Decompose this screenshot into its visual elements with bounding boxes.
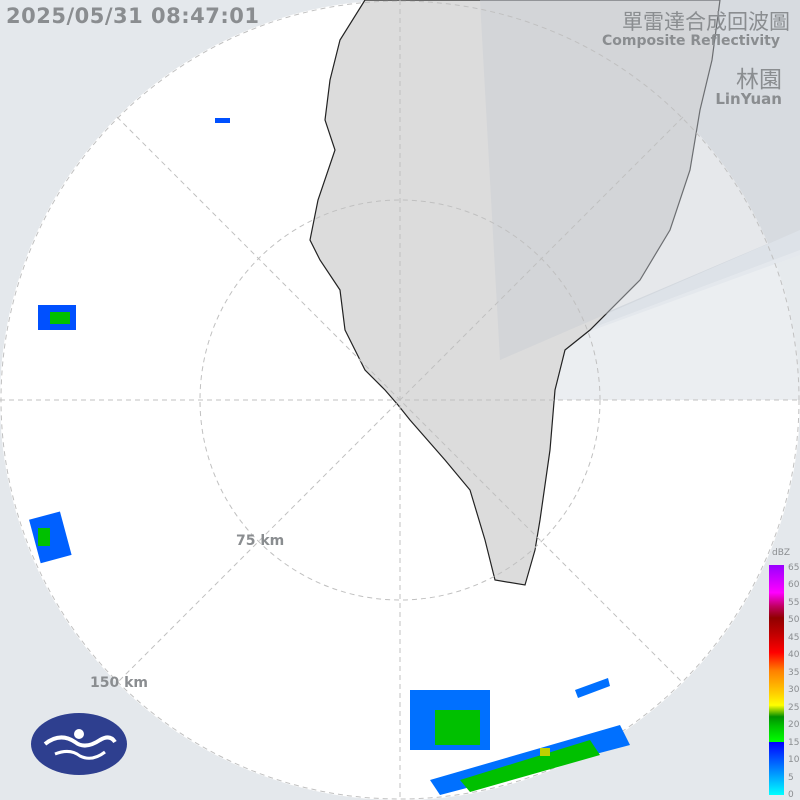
legend-tick: 40 [788, 650, 800, 661]
legend-tick: 20 [788, 720, 800, 731]
ring-label-150km: 150 km [90, 675, 148, 691]
ring-label-75km: 75 km [236, 533, 285, 549]
legend-tick: 60 [788, 580, 800, 591]
echoes [29, 118, 630, 795]
range-ring-75km [199, 199, 601, 601]
legend-tick: 10 [788, 755, 800, 766]
blocked-overlay [480, 0, 800, 360]
legend-unit: dBZ [772, 548, 791, 558]
legend-tick: 30 [788, 685, 800, 696]
legend-tick: 0 [788, 790, 794, 800]
legend-tick: 65 [788, 563, 800, 573]
radar-site-english: LinYuan [715, 90, 782, 108]
timestamp: 2025/05/31 08:47:01 [6, 4, 260, 28]
legend-tick: 5 [788, 772, 794, 783]
diagonal-2 [116, 116, 684, 684]
legend-tick: 35 [788, 667, 800, 678]
radar-site-chinese: 林園 [736, 67, 782, 93]
legend-tick: 50 [788, 615, 800, 626]
legend-tick: 25 [788, 702, 800, 713]
legend-tick: 45 [788, 632, 800, 643]
legend-tick: 55 [788, 597, 800, 608]
legend-tick: 15 [788, 737, 800, 748]
title-chinese: 單雷達合成回波圖 [622, 10, 790, 34]
cwa-logo-icon [31, 713, 127, 775]
land-taiwan [309, 0, 721, 586]
legend-colorbar [769, 565, 784, 795]
title-english: Composite Reflectivity [602, 33, 780, 49]
